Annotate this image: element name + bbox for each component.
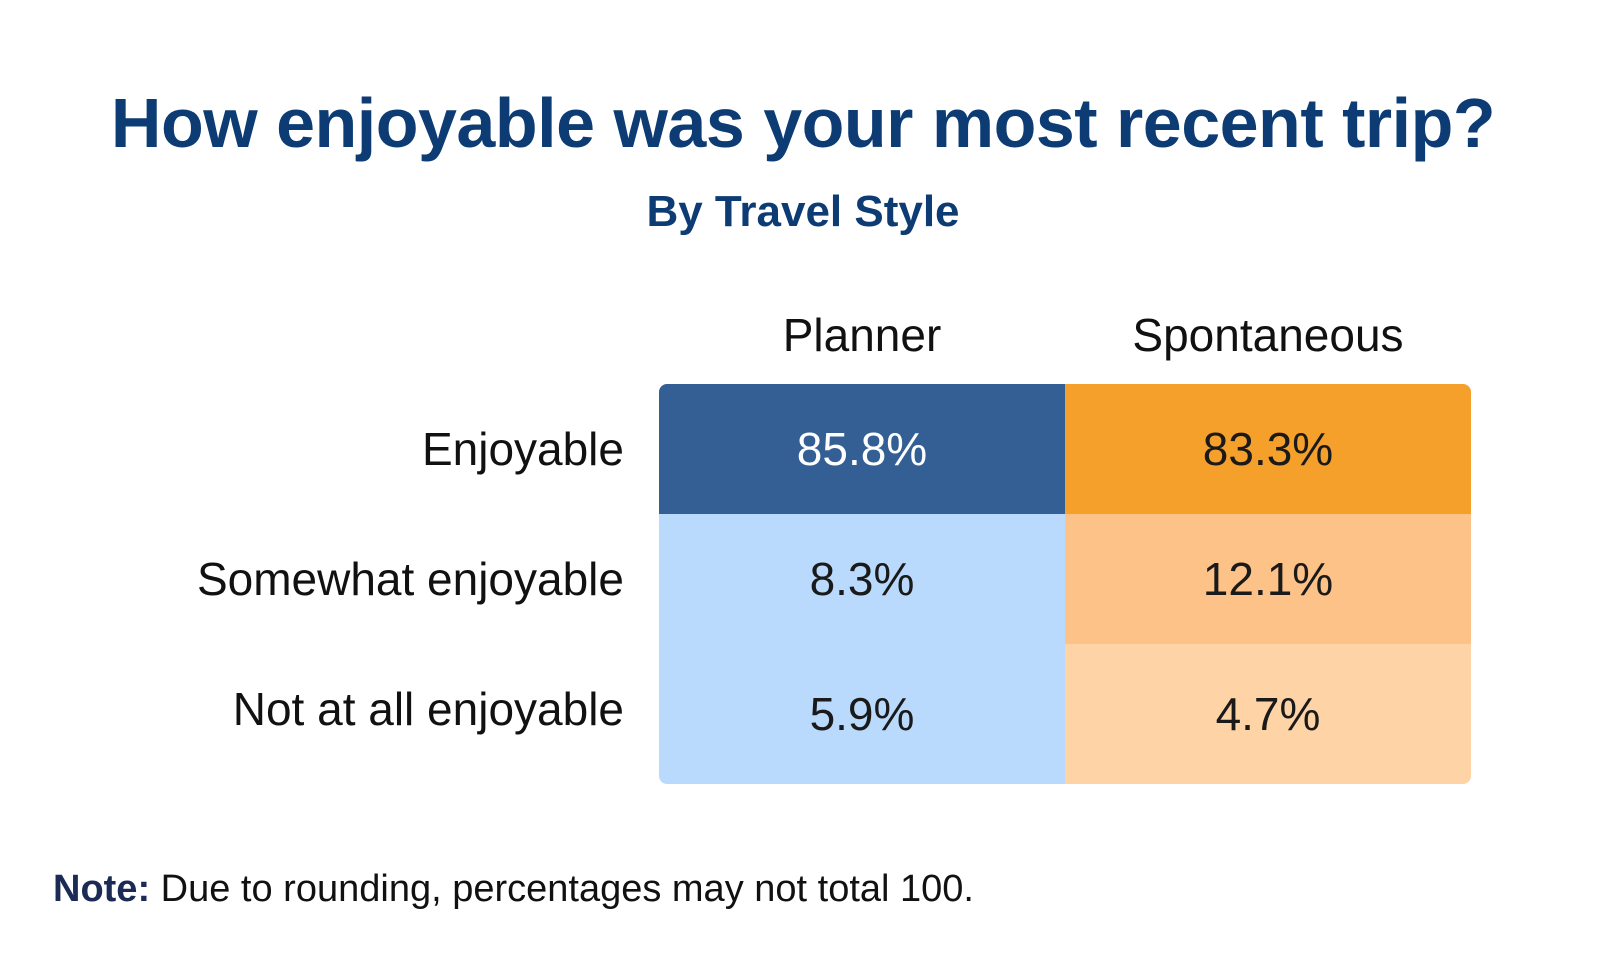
footnote: Note: Due to rounding, percentages may n… (53, 864, 974, 914)
row-label-enjoyable: Enjoyable (421, 423, 624, 475)
cell-not-at-all-enjoyable-planner: 5.9% (659, 644, 1065, 784)
row-label-somewhat-enjoyable: Somewhat enjoyable (196, 553, 624, 605)
chart-title: How enjoyable was your most recent trip? (110, 84, 1496, 162)
column-header-planner: Planner (782, 309, 942, 361)
chart-subtitle: By Travel Style (646, 187, 960, 236)
column-header-spontaneous: Spontaneous (1132, 309, 1404, 361)
cell-somewhat-enjoyable-spontaneous: 12.1% (1065, 514, 1471, 644)
footnote-text: Due to rounding, percentages may not tot… (150, 868, 974, 910)
cell-enjoyable-spontaneous: 83.3% (1065, 384, 1471, 514)
cell-somewhat-enjoyable-planner: 8.3% (659, 514, 1065, 644)
footnote-label: Note: (53, 868, 151, 910)
data-table-grid: 85.8% 83.3% 8.3% 12.1% 5.9% 4.7% (659, 384, 1471, 784)
cell-enjoyable-planner: 85.8% (659, 384, 1065, 514)
row-label-not-at-all-enjoyable: Not at all enjoyable (232, 683, 624, 735)
cell-not-at-all-enjoyable-spontaneous: 4.7% (1065, 644, 1471, 784)
